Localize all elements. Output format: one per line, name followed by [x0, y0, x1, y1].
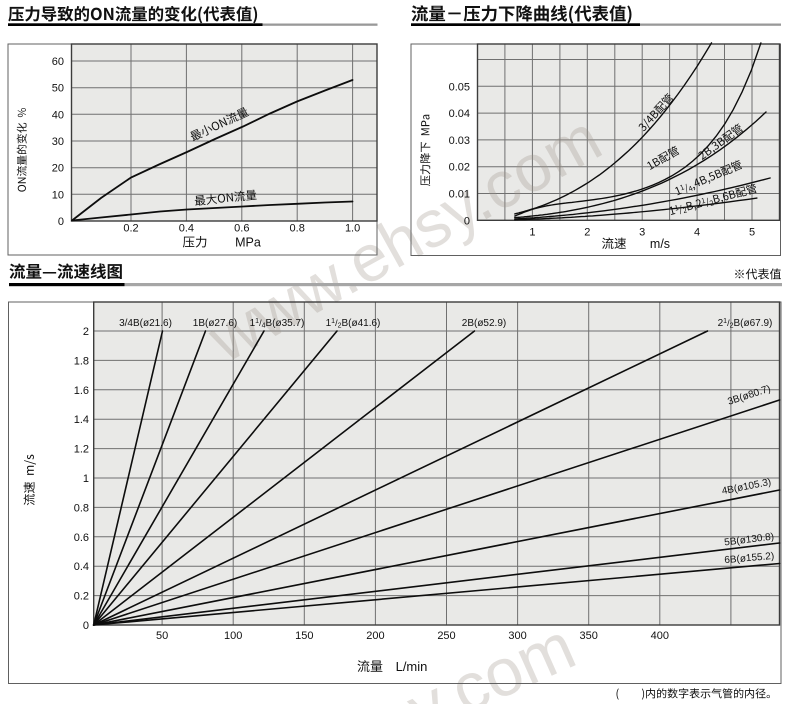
svg-text:0.4: 0.4 — [74, 561, 89, 573]
svg-text:3: 3 — [639, 227, 645, 239]
svg-text:11/2​B(ø41.6): 11/2​B(ø41.6) — [326, 318, 381, 330]
svg-text:0.01: 0.01 — [449, 189, 470, 201]
svg-text:0.03: 0.03 — [449, 135, 470, 147]
svg-text:0: 0 — [58, 216, 64, 228]
svg-text:0.02: 0.02 — [449, 162, 470, 174]
svg-text:1: 1 — [83, 473, 89, 485]
svg-text:1: 1 — [529, 227, 535, 239]
svg-text:1B(ø27.6): 1B(ø27.6) — [193, 318, 237, 329]
svg-text:50: 50 — [156, 630, 168, 642]
svg-text:3/4B(ø21.6): 3/4B(ø21.6) — [119, 318, 172, 329]
svg-text:350: 350 — [580, 630, 598, 642]
svg-text:L/min: L/min — [396, 659, 428, 674]
svg-text:2B(ø52.9): 2B(ø52.9) — [462, 318, 506, 329]
svg-text:0.05: 0.05 — [449, 81, 470, 93]
svg-text:2: 2 — [83, 326, 89, 338]
svg-text:11/4​B(ø35.7): 11/4​B(ø35.7) — [250, 318, 305, 330]
svg-text:100: 100 — [224, 630, 242, 642]
svg-text:m/s: m/s — [650, 237, 670, 251]
svg-text:21/2​B(ø67.9): 21/2​B(ø67.9) — [718, 318, 773, 330]
svg-text:40: 40 — [52, 109, 64, 121]
svg-text:20: 20 — [52, 163, 64, 175]
svg-text:0.8: 0.8 — [74, 502, 89, 514]
svg-text:150: 150 — [295, 630, 313, 642]
svg-text:0.6: 0.6 — [74, 532, 89, 544]
svg-text:0: 0 — [464, 215, 470, 227]
svg-text:60: 60 — [52, 56, 64, 68]
svg-text:0.04: 0.04 — [449, 108, 470, 120]
svg-text:1.4: 1.4 — [74, 414, 89, 426]
svg-text:200: 200 — [366, 630, 384, 642]
svg-text:0.2: 0.2 — [123, 223, 138, 235]
svg-text:MPa: MPa — [235, 236, 261, 250]
svg-text:1.8: 1.8 — [74, 355, 89, 367]
svg-text:0.6: 0.6 — [234, 223, 249, 235]
svg-text:300: 300 — [508, 630, 526, 642]
svg-text:0: 0 — [83, 620, 89, 632]
svg-text:1.6: 1.6 — [74, 385, 89, 397]
svg-text:400: 400 — [651, 630, 669, 642]
svg-text:2: 2 — [584, 227, 590, 239]
svg-text:0.4: 0.4 — [179, 223, 194, 235]
svg-text:5: 5 — [749, 227, 755, 239]
svg-text:1.2: 1.2 — [74, 444, 89, 456]
svg-text:4: 4 — [694, 227, 700, 239]
svg-text:0.2: 0.2 — [74, 591, 89, 603]
svg-text:1.0: 1.0 — [345, 223, 360, 235]
svg-text:6B(ø155.2): 6B(ø155.2) — [724, 551, 775, 566]
svg-text:50: 50 — [52, 83, 64, 95]
svg-text:0.8: 0.8 — [290, 223, 305, 235]
svg-text:10: 10 — [52, 189, 64, 201]
svg-text:30: 30 — [52, 136, 64, 148]
svg-text:250: 250 — [437, 630, 455, 642]
